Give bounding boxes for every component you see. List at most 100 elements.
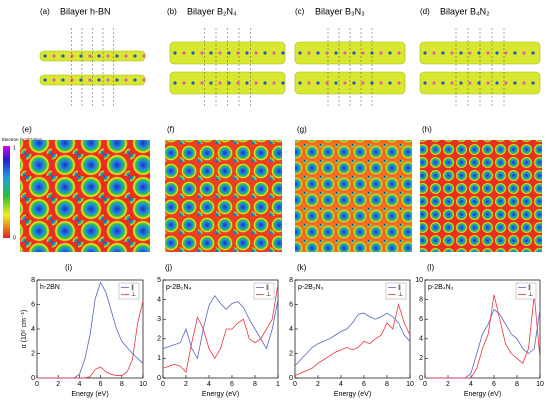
y-tick-label: 4 xyxy=(31,326,35,333)
panel-label: (f) xyxy=(167,125,175,134)
x-tick-label: 2 xyxy=(446,381,450,388)
atom xyxy=(142,78,146,82)
atom xyxy=(531,81,535,85)
atom xyxy=(191,51,195,55)
panel-label: (g) xyxy=(297,125,307,134)
atom xyxy=(370,81,374,85)
legend-label: ∥ xyxy=(266,284,269,291)
atom xyxy=(397,51,401,55)
atom xyxy=(88,78,92,82)
chart-title: p-2B₄N₂ xyxy=(428,284,454,291)
atom xyxy=(522,51,526,55)
atom xyxy=(142,54,146,58)
y-tick-label: 4 xyxy=(157,296,161,303)
atom xyxy=(218,81,222,85)
panel-label: (k) xyxy=(297,263,307,272)
colorbar xyxy=(3,146,10,238)
x-tick-label: 10 xyxy=(406,381,414,388)
atom xyxy=(97,54,101,58)
y-tick-label: 2 xyxy=(157,336,161,343)
atom xyxy=(209,51,213,55)
atom xyxy=(182,81,186,85)
x-tick-label: 4 xyxy=(339,381,343,388)
y-tick-label: 0 xyxy=(31,375,35,382)
atom xyxy=(334,81,338,85)
atom xyxy=(495,51,499,55)
y-tick-label: 1 xyxy=(157,355,161,362)
x-tick-label: 6 xyxy=(230,381,234,388)
atom xyxy=(61,78,65,82)
x-tick-label: 1 xyxy=(276,381,280,388)
atom xyxy=(441,81,445,85)
atom xyxy=(173,51,177,55)
atom xyxy=(379,81,383,85)
atom xyxy=(423,81,427,85)
atom xyxy=(227,51,231,55)
atom xyxy=(316,81,320,85)
atom xyxy=(450,81,454,85)
atom xyxy=(254,51,258,55)
atom xyxy=(61,54,65,58)
atom xyxy=(522,81,526,85)
y-tick-label: 0 xyxy=(289,375,293,382)
colorbar-min: 0 xyxy=(13,235,16,241)
x-tick-label: 6 xyxy=(99,381,103,388)
y-tick-label: 4 xyxy=(419,336,423,343)
atom xyxy=(70,54,74,58)
atom xyxy=(115,78,119,82)
atom xyxy=(361,81,365,85)
atom xyxy=(182,51,186,55)
x-tick-label: 2 xyxy=(316,381,320,388)
elf-map xyxy=(420,140,542,252)
atom xyxy=(52,78,56,82)
y-tick-label: 0 xyxy=(419,375,423,382)
atom xyxy=(468,81,472,85)
atom xyxy=(334,51,338,55)
atom xyxy=(254,81,258,85)
atom xyxy=(432,81,436,85)
atom xyxy=(97,78,101,82)
legend-label: ⊥ xyxy=(131,291,136,298)
atom xyxy=(263,81,267,85)
atom xyxy=(343,51,347,55)
y-tick-label: 8 xyxy=(289,277,293,284)
chart-title: p-2B₂N₄ xyxy=(166,284,192,291)
atom xyxy=(106,54,110,58)
x-tick-label: 8 xyxy=(515,381,519,388)
legend-label: ⊥ xyxy=(266,291,271,298)
y-tick-label: 2 xyxy=(289,350,293,357)
panel-label: (a) xyxy=(40,7,50,16)
series-line xyxy=(37,300,144,379)
panel-title: Bilayer B₄N₂ xyxy=(440,6,490,16)
atom xyxy=(298,81,302,85)
atom xyxy=(298,51,302,55)
x-tick-label: 0 xyxy=(35,381,39,388)
y-tick-label: 5 xyxy=(157,277,161,284)
x-tick-label: 10 xyxy=(139,381,147,388)
legend-label: ∥ xyxy=(528,284,531,291)
y-tick-label: 2 xyxy=(31,350,35,357)
x-tick-label: 0 xyxy=(161,381,165,388)
chart-title: h-2BN xyxy=(40,284,60,291)
atom xyxy=(325,81,329,85)
y-tick-label: 8 xyxy=(31,277,35,284)
x-tick-label: 0 xyxy=(293,381,297,388)
x-axis-label: Energy (eV) xyxy=(464,391,501,398)
atom xyxy=(173,81,177,85)
atom xyxy=(52,54,56,58)
elf-map xyxy=(295,140,412,252)
panel-label: (j) xyxy=(165,263,172,272)
series-line xyxy=(294,312,411,367)
atom xyxy=(495,81,499,85)
y-tick-label: 6 xyxy=(31,301,35,308)
panel-label: (i) xyxy=(65,263,72,272)
atom xyxy=(115,54,119,58)
legend-box xyxy=(515,282,537,300)
x-tick-label: 4 xyxy=(207,381,211,388)
y-tick-label: 3 xyxy=(157,316,161,323)
atom xyxy=(468,51,472,55)
atom xyxy=(133,78,137,82)
y-tick-label: 0 xyxy=(157,375,161,382)
legend-label: ⊥ xyxy=(528,291,533,298)
atom xyxy=(43,54,47,58)
